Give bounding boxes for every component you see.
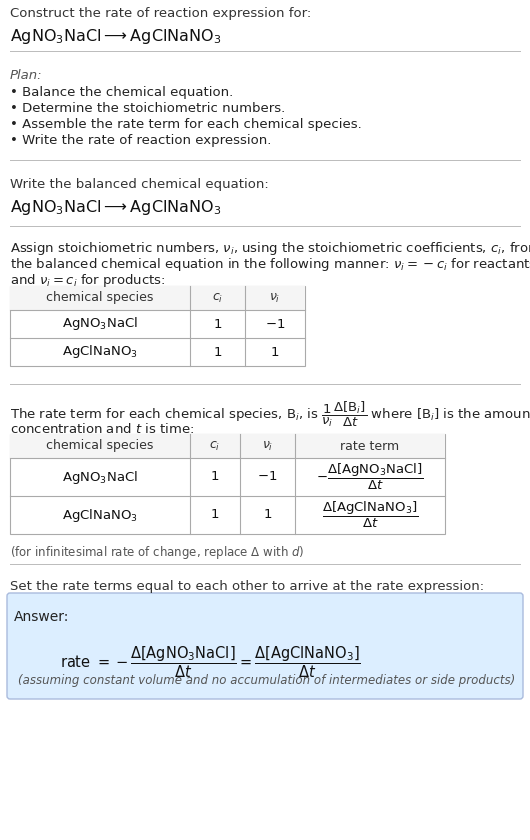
Text: rate $= -\dfrac{\Delta[\mathrm{AgNO_3NaCl}]}{\Delta t} = \dfrac{\Delta[\mathrm{A: rate $= -\dfrac{\Delta[\mathrm{AgNO_3NaC… [60, 644, 361, 680]
Text: rate term: rate term [340, 439, 400, 453]
Text: $-1$: $-1$ [265, 318, 285, 330]
Text: $\mathrm{AgClNaNO_3}$: $\mathrm{AgClNaNO_3}$ [62, 344, 138, 360]
Text: chemical species: chemical species [46, 439, 154, 453]
Text: Construct the rate of reaction expression for:: Construct the rate of reaction expressio… [10, 7, 311, 20]
Text: $-1$: $-1$ [258, 470, 278, 484]
Text: $\mathrm{AgClNaNO_3}$: $\mathrm{AgClNaNO_3}$ [62, 507, 138, 523]
Text: 1: 1 [263, 508, 272, 522]
Text: $-\dfrac{\Delta[\mathrm{AgNO_3NaCl}]}{\Delta t}$: $-\dfrac{\Delta[\mathrm{AgNO_3NaCl}]}{\D… [316, 462, 424, 492]
FancyBboxPatch shape [7, 593, 523, 699]
Bar [10, 434, 445, 458]
Text: 1: 1 [271, 345, 279, 359]
Text: • Assemble the rate term for each chemical species.: • Assemble the rate term for each chemic… [10, 118, 362, 131]
Text: Answer:: Answer: [14, 610, 69, 624]
Text: Set the rate terms equal to each other to arrive at the rate expression:: Set the rate terms equal to each other t… [10, 580, 484, 593]
Bar [10, 286, 305, 310]
Text: 1: 1 [213, 345, 222, 359]
Bar [10, 434, 445, 534]
Text: 1: 1 [213, 318, 222, 330]
Text: The rate term for each chemical species, B$_i$, is $\dfrac{1}{\nu_i}\dfrac{\Delt: The rate term for each chemical species,… [10, 400, 530, 429]
Text: concentration and $t$ is time:: concentration and $t$ is time: [10, 422, 194, 436]
Text: $\mathrm{AgNO_3NaCl} \longrightarrow \mathrm{AgClNaNO_3}$: $\mathrm{AgNO_3NaCl} \longrightarrow \ma… [10, 198, 222, 217]
Text: 1: 1 [211, 470, 219, 484]
Text: $\mathrm{AgNO_3NaCl}$: $\mathrm{AgNO_3NaCl}$ [62, 316, 138, 333]
Text: Plan:: Plan: [10, 69, 42, 82]
Text: • Determine the stoichiometric numbers.: • Determine the stoichiometric numbers. [10, 102, 285, 115]
Text: $\nu_i$: $\nu_i$ [262, 439, 273, 453]
Text: $\mathrm{AgNO_3NaCl} \longrightarrow \mathrm{AgClNaNO_3}$: $\mathrm{AgNO_3NaCl} \longrightarrow \ma… [10, 27, 222, 46]
Text: $c_i$: $c_i$ [212, 291, 223, 305]
Text: • Write the rate of reaction expression.: • Write the rate of reaction expression. [10, 134, 271, 147]
Text: • Balance the chemical equation.: • Balance the chemical equation. [10, 86, 233, 99]
Bar [10, 286, 305, 366]
Text: Assign stoichiometric numbers, $\nu_i$, using the stoichiometric coefficients, $: Assign stoichiometric numbers, $\nu_i$, … [10, 240, 530, 257]
Text: $\dfrac{\Delta[\mathrm{AgClNaNO_3}]}{\Delta t}$: $\dfrac{\Delta[\mathrm{AgClNaNO_3}]}{\De… [322, 500, 418, 530]
Text: (for infinitesimal rate of change, replace $\Delta$ with $d$): (for infinitesimal rate of change, repla… [10, 544, 304, 561]
Text: Write the balanced chemical equation:: Write the balanced chemical equation: [10, 178, 269, 191]
Text: (assuming constant volume and no accumulation of intermediates or side products): (assuming constant volume and no accumul… [18, 674, 515, 687]
Text: 1: 1 [211, 508, 219, 522]
Text: $c_i$: $c_i$ [209, 439, 220, 453]
Text: $\nu_i$: $\nu_i$ [269, 291, 281, 305]
Text: chemical species: chemical species [46, 291, 154, 304]
Text: $\mathrm{AgNO_3NaCl}$: $\mathrm{AgNO_3NaCl}$ [62, 469, 138, 486]
Text: the balanced chemical equation in the following manner: $\nu_i = -c_i$ for react: the balanced chemical equation in the fo… [10, 256, 530, 273]
Text: and $\nu_i = c_i$ for products:: and $\nu_i = c_i$ for products: [10, 272, 165, 289]
